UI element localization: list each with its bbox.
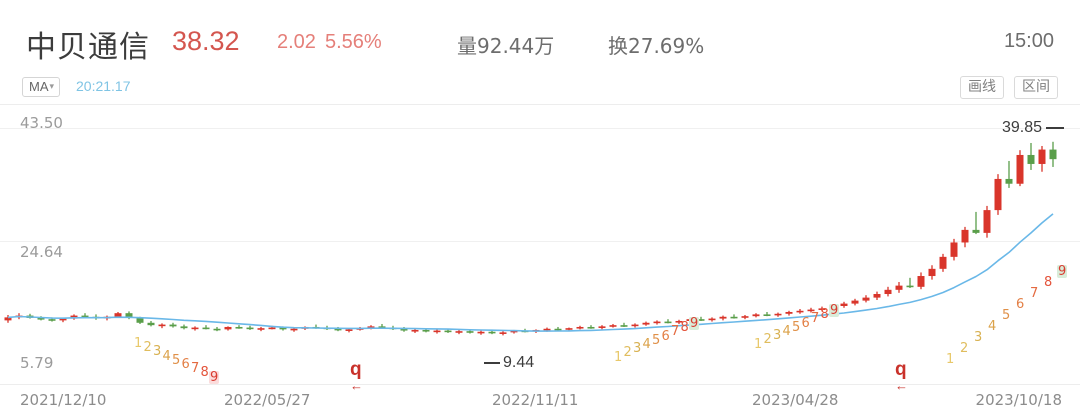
quote-header: 中贝通信 38.32 2.02 5.56% 量92.44万 换27.69% 15… (0, 0, 1080, 70)
price-change: 2.02 (277, 31, 316, 53)
sequence-number: 2 (763, 332, 772, 348)
sequence-number: 1 (614, 349, 623, 365)
sequence-number: 8 (680, 320, 689, 336)
sequence-number: 1 (946, 352, 955, 367)
sequence-number: 8 (820, 307, 829, 323)
chevron-down-icon: ▾ (49, 81, 55, 91)
sequence-number: 5 (652, 332, 661, 348)
sequence-number: 5 (1002, 308, 1011, 323)
sequence-number: 6 (801, 315, 810, 331)
ma-selector-button[interactable]: MA▾ (22, 77, 61, 97)
sequence-number: 8 (1044, 275, 1053, 290)
low-marker-value: 9.44 (503, 354, 535, 371)
current-price-marker: 39.85 (1002, 119, 1064, 137)
sequence-number: 5 (172, 352, 181, 368)
q-marker-1-label: q (350, 359, 362, 380)
turnover-label: 换 (608, 34, 628, 58)
sequence-number: 1 (754, 336, 763, 352)
price-change-percent: 5.56% (325, 31, 382, 53)
y-axis-label-top: 43.50 (20, 114, 63, 132)
x-axis-label-4: 2023/10/18 (975, 391, 1062, 409)
sequence-number: 4 (162, 348, 171, 364)
x-axis-label-3: 2023/04/28 (752, 391, 839, 409)
sequence-number: 7 (811, 311, 820, 327)
sequence-number: 2 (960, 341, 969, 356)
sequence-number: 9 (1057, 264, 1068, 279)
x-axis-label-1: 2022/05/27 (224, 391, 311, 409)
q-marker-2-label: q (895, 359, 907, 380)
sequence-number: 7 (1030, 286, 1039, 301)
x-axis: 2021/12/10 2022/05/27 2022/11/11 2023/04… (0, 384, 1080, 416)
arrow-left-icon: ← (350, 378, 363, 393)
q-marker-2: q ← (895, 360, 908, 395)
sequence-number: 5 (792, 319, 801, 335)
turnover-stat: 换27.69% (608, 30, 704, 59)
volume-label: 量 (457, 34, 477, 58)
x-axis-label-0: 2021/12/10 (20, 391, 107, 409)
x-axis-label-2: 2022/11/11 (492, 391, 579, 409)
candlestick-series (4, 141, 1057, 336)
sequence-number: 3 (974, 330, 983, 345)
ma-value: 20:21.17 (76, 78, 131, 94)
sequence-number: 1 (134, 336, 143, 351)
draw-line-button[interactable]: 画线 (960, 76, 1004, 99)
y-axis-label-bottom: 5.79 (20, 354, 54, 372)
low-price-marker: 9.44 (484, 354, 534, 372)
current-price: 38.32 (172, 26, 240, 56)
indicator-bar: MA▾ 20:21.17 画线 区间 (0, 74, 1080, 104)
chart-tools: 画线 区间 (960, 76, 1058, 99)
q-marker-1: q ← (350, 360, 363, 395)
sequence-number: 2 (623, 345, 632, 361)
volume-value: 92.44万 (477, 34, 555, 58)
range-button[interactable]: 区间 (1014, 76, 1058, 99)
sequence-number: 6 (1016, 297, 1025, 312)
sequence-number: 3 (153, 344, 162, 360)
y-axis-label-mid: 24.64 (20, 243, 63, 261)
price-marker-dash (1046, 127, 1064, 129)
sequence-number: 9 (209, 369, 220, 385)
sequence-number: 8 (200, 365, 209, 381)
turnover-value: 27.69% (628, 34, 705, 58)
price-marker-value: 39.85 (1001, 119, 1042, 136)
ma-button-label: MA (29, 79, 49, 94)
sequence-number: 7 (671, 324, 680, 340)
quote-time: 15:00 (1003, 30, 1054, 52)
sequence-number: 6 (661, 328, 670, 344)
sequence-number: 4 (782, 324, 791, 339)
volume-stat: 量92.44万 (457, 30, 554, 59)
sequence-number: 6 (181, 357, 190, 372)
sequence-number: 4 (988, 319, 997, 334)
sequence-number: 2 (143, 340, 152, 356)
gridline-mid (0, 241, 1080, 242)
sequence-number: 9 (829, 303, 840, 318)
arrow-left-icon: ← (895, 378, 908, 393)
gridline-top (0, 128, 1080, 129)
sequence-number: 9 (689, 316, 700, 331)
sequence-number: 3 (773, 328, 782, 344)
low-marker-dash (484, 362, 500, 364)
sequence-number: 7 (191, 361, 200, 377)
sequence-number: 4 (642, 337, 651, 352)
sequence-number: 3 (633, 341, 642, 357)
stock-name: 中贝通信 (26, 30, 150, 65)
